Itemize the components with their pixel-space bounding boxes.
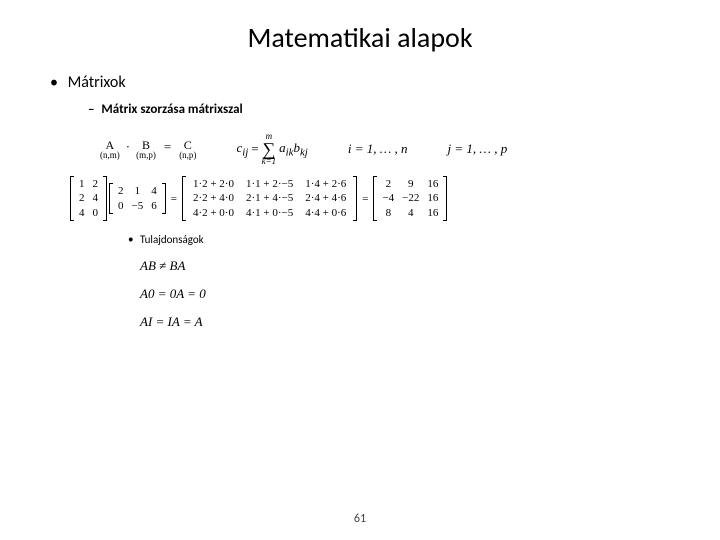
prop-zero: A0 = 0A = 0 <box>140 286 680 302</box>
formula-definition-row: A(n,m) · B(m,p) = C(n,p) cij = m ∑ k=1 a… <box>100 132 680 166</box>
example-product: 12 24 40 214 0−56 = 1·2 + 2·01·1 + 2·−51… <box>70 176 680 221</box>
i-range: i = 1, … , n <box>348 141 408 157</box>
j-range: j = 1, … , p <box>448 141 508 157</box>
matrix-m4: 2916 −4−2216 8416 <box>373 176 447 221</box>
matrix-m2: 214 0−56 <box>109 183 166 214</box>
page-number: 61 <box>0 512 720 526</box>
slide-title: Matematikai alapok <box>40 20 680 55</box>
prop-identity: AI = IA = A <box>140 314 680 330</box>
prop-noncommutative: AB ≠ BA <box>140 258 680 274</box>
matrix-m1: 12 24 40 <box>70 176 107 221</box>
bullet-properties: Tulajdonságok <box>128 233 680 246</box>
matrix-m3: 1·2 + 2·01·1 + 2·−51·4 + 2·6 2·2 + 4·02·… <box>182 176 357 221</box>
bullet-multiplication: Mátrix szorzása mátrixszal <box>88 102 680 117</box>
cij-formula: cij = m ∑ k=1 aikbkj <box>236 132 307 166</box>
bullet-matrices: Mátrixok <box>50 73 680 92</box>
abc-dims: A(n,m) · B(m,p) = C(n,p) <box>100 139 196 160</box>
properties-list: AB ≠ BA A0 = 0A = 0 AI = IA = A <box>140 258 680 330</box>
